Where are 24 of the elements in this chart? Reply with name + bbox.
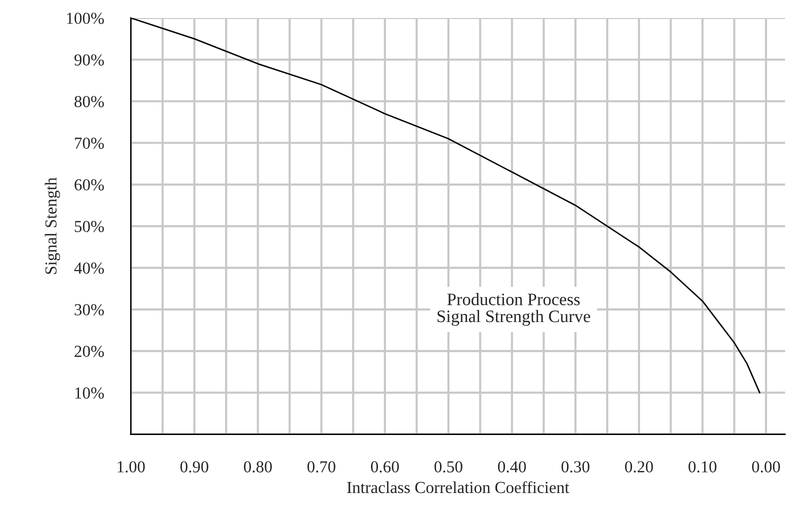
y-tick-label: 60%	[74, 179, 104, 191]
y-tick-label: 30%	[74, 304, 104, 316]
x-axis-title: Intraclass Correlation Coefficient	[347, 481, 570, 494]
y-tick-label: 70%	[75, 138, 104, 149]
annotation: Production Process Signal Strength Curve	[438, 293, 590, 326]
x-tick-label: 0.10	[688, 461, 716, 473]
x-tick-label: 0.80	[244, 461, 272, 473]
x-tick-label: 0.60	[370, 461, 399, 473]
x-tick-label: 0.20	[625, 461, 653, 473]
x-tick-label: 0.40	[498, 461, 526, 473]
y-tick-label: 10%	[75, 387, 104, 399]
x-tick-label: 0.50	[434, 461, 462, 473]
x-tick-label: 0.00	[752, 461, 780, 473]
x-tick-label: 1.00	[118, 461, 145, 473]
y-tick-label: 20%	[74, 346, 104, 358]
y-tick-label: 90%	[74, 54, 104, 66]
y-tick-label: 50%	[74, 220, 104, 232]
y-tick-label: 40%	[74, 262, 104, 274]
x-tick-label: 0.90	[180, 461, 208, 473]
y-axis-title: Signal Stength	[44, 178, 60, 274]
y-tick-label: 100%	[67, 12, 104, 24]
y-tick-label: 80%	[74, 96, 104, 108]
x-tick-label: 0.30	[562, 461, 590, 473]
x-tick-label: 0.70	[307, 461, 336, 473]
